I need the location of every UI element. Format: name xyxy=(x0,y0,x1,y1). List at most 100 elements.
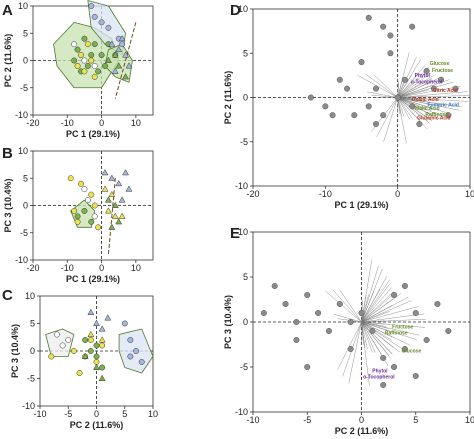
y-axis-label: PC 3 (10.4%) xyxy=(10,324,20,378)
y-tick-label: -5 xyxy=(20,83,28,93)
x-axis-label: PC 2 (11.6%) xyxy=(335,426,389,436)
y-tick-label: 10 xyxy=(238,4,248,14)
loading-vector xyxy=(361,300,412,323)
y-tick-label: -10 xyxy=(15,110,28,120)
score-point xyxy=(347,346,354,353)
loading-vector xyxy=(337,321,362,370)
y-tick-label: 10 xyxy=(18,1,28,11)
score-point xyxy=(88,191,95,198)
x-tick-label: -20 xyxy=(246,189,259,199)
loading-vector xyxy=(361,311,390,323)
loading-vector xyxy=(361,321,389,356)
score-point xyxy=(387,50,394,57)
score-point xyxy=(365,14,372,21)
x-tick-label: 5 xyxy=(122,409,127,419)
x-tick-label: 5 xyxy=(413,415,418,425)
score-point xyxy=(65,337,72,343)
score-point xyxy=(59,342,66,349)
loading-vector xyxy=(397,91,468,98)
loading-vector xyxy=(361,321,400,352)
loading-label: Glucose xyxy=(430,61,450,67)
loading-vector xyxy=(325,290,362,323)
score-point xyxy=(127,337,134,343)
loading-label: Fumaric Acid xyxy=(427,102,459,108)
loading-vector xyxy=(397,57,417,98)
score-point xyxy=(416,121,423,128)
loading-vector xyxy=(397,97,402,117)
score-point xyxy=(87,308,95,315)
score-point xyxy=(98,336,106,343)
y-tick-label: -10 xyxy=(235,407,248,417)
loading-vector xyxy=(397,97,433,122)
score-point xyxy=(119,41,126,48)
score-point xyxy=(380,112,387,119)
score-point xyxy=(307,94,314,101)
loading-vector xyxy=(365,74,398,98)
y-tick-label: 0 xyxy=(243,93,248,103)
x-tick-label: -10 xyxy=(61,118,74,128)
score-point xyxy=(101,185,109,192)
x-tick-label: -20 xyxy=(26,118,39,128)
score-point xyxy=(111,51,119,58)
score-point xyxy=(95,224,102,231)
score-point xyxy=(118,196,126,203)
x-tick-label: 0 xyxy=(99,263,104,273)
y-tick-label: -5 xyxy=(27,374,35,384)
x-tick-label: 10 xyxy=(465,415,474,425)
y-tick-label: -5 xyxy=(20,228,28,238)
score-point xyxy=(260,310,267,317)
x-tick-label: -5 xyxy=(64,409,72,419)
loading-vector xyxy=(397,59,422,98)
score-point xyxy=(412,310,419,317)
score-point xyxy=(111,67,119,74)
loading-vector xyxy=(361,306,419,323)
loading-label: Glucose xyxy=(402,349,422,355)
score-point xyxy=(105,24,112,31)
score-point xyxy=(71,208,78,214)
y-tick-label: 0 xyxy=(23,56,28,66)
panel-letter-a: A xyxy=(2,2,13,19)
x-tick-label: -10 xyxy=(246,415,259,425)
score-point xyxy=(412,373,419,380)
score-point xyxy=(98,374,106,381)
score-point xyxy=(115,179,123,187)
score-point xyxy=(99,364,106,371)
score-point xyxy=(88,218,95,225)
x-axis-label: PC 1 (29.1%) xyxy=(66,274,120,284)
score-point xyxy=(401,346,408,353)
score-point xyxy=(304,292,311,299)
loading-label: Fructose xyxy=(432,68,453,74)
score-point xyxy=(91,202,98,209)
loading-vector xyxy=(361,320,385,323)
score-point xyxy=(133,348,140,354)
score-point xyxy=(71,41,78,48)
score-point xyxy=(122,169,129,176)
score-point xyxy=(391,292,398,299)
loading-label: Fructose xyxy=(392,324,413,330)
score-point xyxy=(369,328,376,335)
score-point xyxy=(81,186,88,193)
y-tick-label: 10 xyxy=(18,146,28,156)
loading-vector xyxy=(397,77,433,98)
score-point xyxy=(293,319,300,326)
loading-vector xyxy=(397,97,432,111)
loading-vector xyxy=(361,321,385,325)
score-point xyxy=(401,283,408,290)
score-point xyxy=(74,46,81,53)
score-point xyxy=(88,57,95,64)
panel-letter-c: C xyxy=(2,287,13,304)
group-divider-dashed xyxy=(114,22,137,99)
y-axis-label: PC 2 (11.6%) xyxy=(3,34,13,88)
y-tick-label: 10 xyxy=(238,227,248,237)
loading-vector xyxy=(361,321,393,355)
score-point xyxy=(91,62,98,69)
score-point xyxy=(91,213,98,220)
x-tick-label: 0 xyxy=(359,415,364,425)
score-point xyxy=(351,112,358,119)
score-point xyxy=(93,363,100,370)
score-point xyxy=(430,85,437,92)
score-point xyxy=(304,364,311,371)
